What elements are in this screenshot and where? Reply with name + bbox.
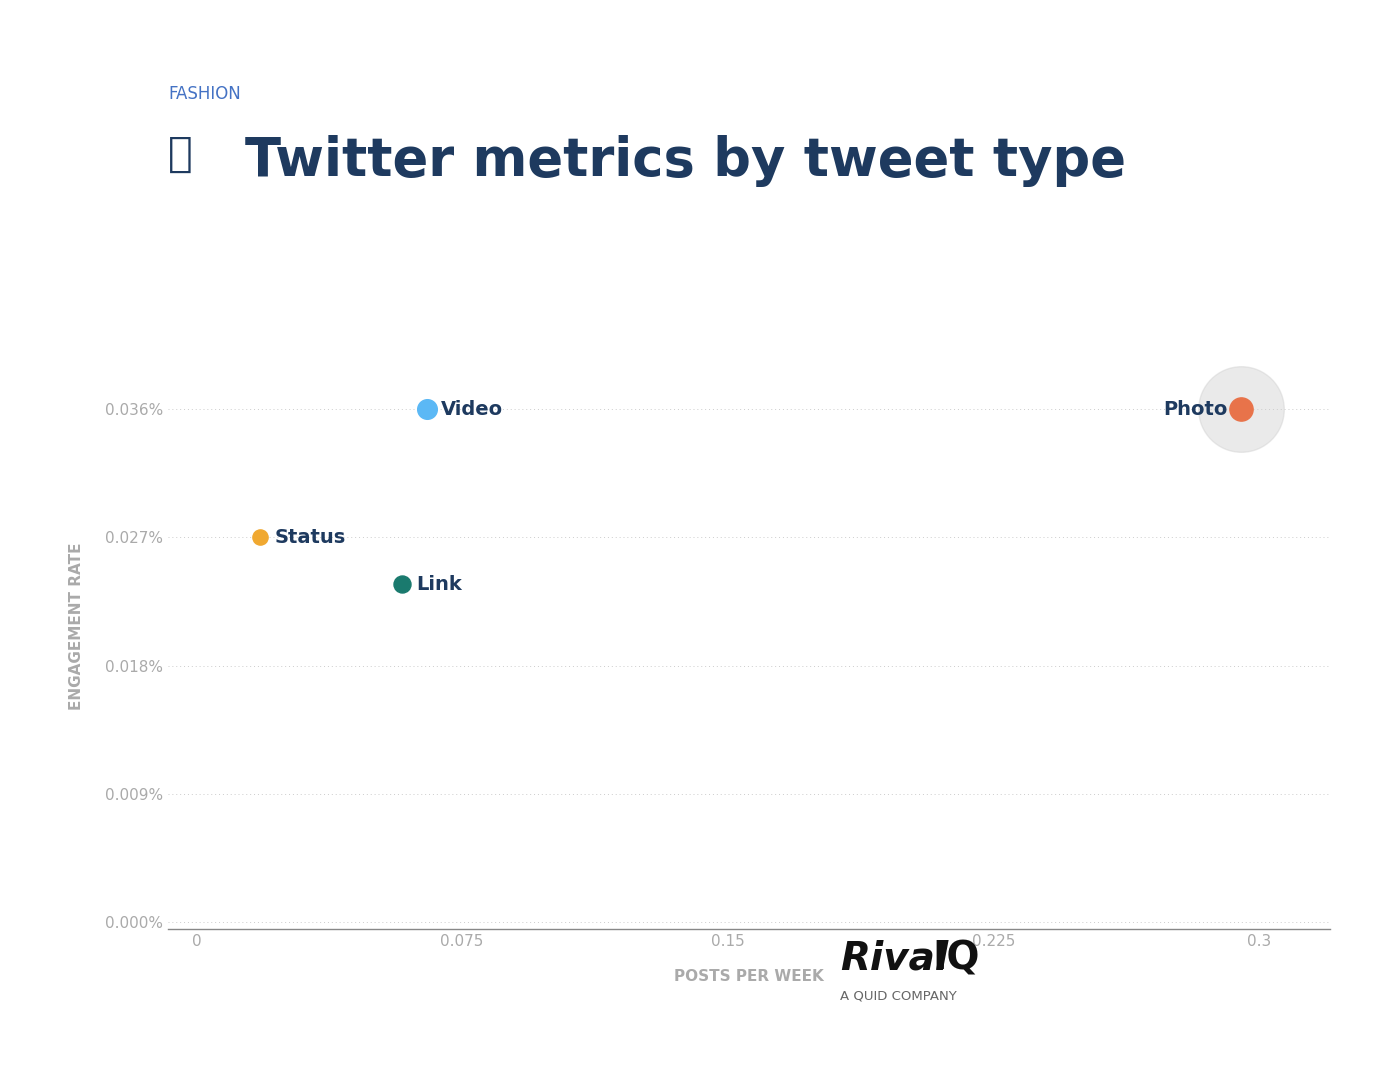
Text: Rival: Rival	[840, 940, 948, 977]
X-axis label: POSTS PER WEEK: POSTS PER WEEK	[675, 970, 823, 985]
Point	[391, 576, 413, 593]
Text: Photo: Photo	[1163, 400, 1228, 419]
Text: Video: Video	[441, 400, 503, 419]
Point	[1231, 401, 1253, 418]
Text: FASHION: FASHION	[168, 84, 241, 103]
Text: IQ: IQ	[932, 940, 980, 977]
Point	[416, 401, 438, 418]
Y-axis label: ENGAGEMENT RATE: ENGAGEMENT RATE	[69, 542, 84, 711]
Text: 🐦: 🐦	[168, 135, 193, 175]
Text: Link: Link	[416, 575, 462, 594]
Text: Twitter metrics by tweet type: Twitter metrics by tweet type	[245, 135, 1126, 187]
Text: Status: Status	[274, 528, 346, 546]
Point	[1231, 401, 1253, 418]
Point	[249, 529, 272, 546]
Text: A QUID COMPANY: A QUID COMPANY	[840, 989, 956, 1002]
